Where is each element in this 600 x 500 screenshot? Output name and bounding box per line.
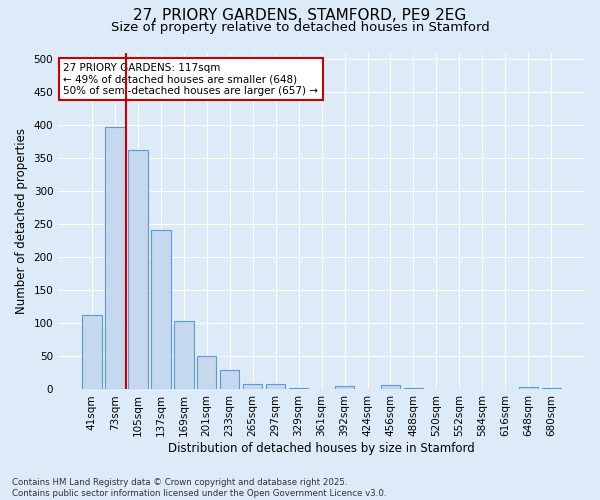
Text: 27 PRIORY GARDENS: 117sqm
← 49% of detached houses are smaller (648)
50% of semi: 27 PRIORY GARDENS: 117sqm ← 49% of detac… bbox=[64, 62, 319, 96]
Bar bbox=[197, 356, 217, 390]
Text: Size of property relative to detached houses in Stamford: Size of property relative to detached ho… bbox=[110, 21, 490, 34]
Bar bbox=[335, 386, 355, 390]
Bar bbox=[82, 315, 101, 390]
Bar bbox=[105, 127, 125, 390]
Text: 27, PRIORY GARDENS, STAMFORD, PE9 2EG: 27, PRIORY GARDENS, STAMFORD, PE9 2EG bbox=[133, 8, 467, 22]
Bar bbox=[220, 370, 239, 390]
Bar bbox=[542, 388, 561, 390]
Bar bbox=[151, 230, 170, 390]
Text: Contains HM Land Registry data © Crown copyright and database right 2025.
Contai: Contains HM Land Registry data © Crown c… bbox=[12, 478, 386, 498]
Bar bbox=[243, 384, 262, 390]
Bar bbox=[404, 388, 423, 390]
Bar bbox=[266, 384, 286, 390]
Bar bbox=[128, 150, 148, 390]
Bar bbox=[518, 388, 538, 390]
Bar bbox=[174, 320, 194, 390]
Bar bbox=[381, 385, 400, 390]
Y-axis label: Number of detached properties: Number of detached properties bbox=[15, 128, 28, 314]
Bar bbox=[289, 388, 308, 390]
X-axis label: Distribution of detached houses by size in Stamford: Distribution of detached houses by size … bbox=[168, 442, 475, 455]
